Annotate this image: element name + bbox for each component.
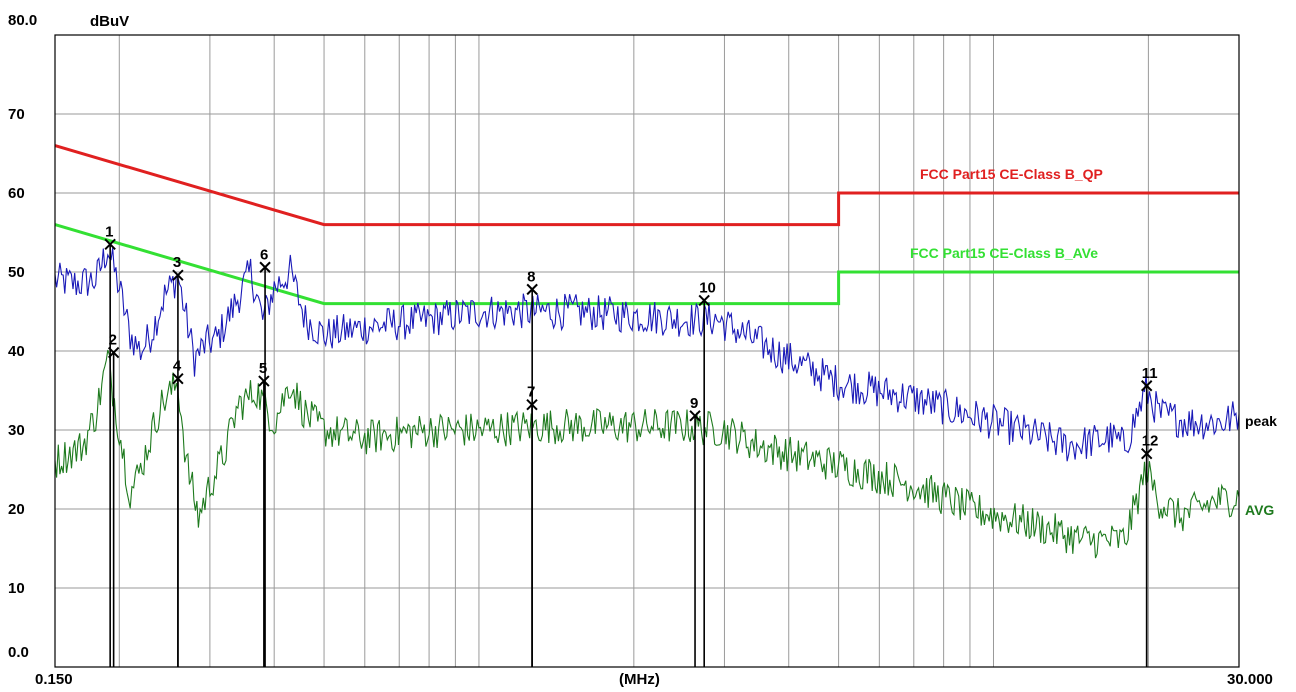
marker-label: 8	[527, 268, 535, 285]
y-tick-label: 20	[8, 501, 25, 518]
marker-x	[689, 410, 701, 422]
series-line	[54, 247, 1240, 462]
marker-x	[1141, 447, 1153, 460]
x-axis-unit: (MHz)	[619, 671, 660, 688]
y-tick-labels: 80.0 70 60 50 40 30 20 10 0.0	[8, 12, 37, 661]
marker-x	[258, 375, 270, 387]
marker-label: 1	[105, 223, 113, 240]
grid	[55, 35, 1239, 667]
y-tick-label: 70	[8, 106, 25, 123]
marker-x	[698, 294, 710, 307]
y-tick-label: 60	[8, 185, 25, 202]
limit-label-qp: FCC Part15 CE-Class B_QP	[920, 166, 1103, 182]
y-tick-label: 0.0	[8, 644, 29, 661]
series-label-peak: peak	[1245, 413, 1277, 429]
x-tick-max: 30.000	[1227, 671, 1273, 688]
marker-label: 11	[1142, 365, 1158, 382]
series-lines	[54, 247, 1240, 559]
y-tick-label: 10	[8, 580, 25, 597]
x-tick-min: 0.150	[35, 671, 73, 688]
marker-label: 5	[259, 360, 267, 377]
marker-x	[259, 261, 271, 273]
limit-line	[54, 144, 1239, 227]
series-line	[54, 349, 1240, 559]
marker-x	[1141, 380, 1153, 392]
marker-x	[526, 283, 538, 296]
marker-label: 10	[699, 279, 716, 296]
marker-x	[104, 238, 116, 251]
marker-label: 4	[173, 358, 182, 375]
marker-label: 12	[1142, 433, 1159, 450]
marker-x	[107, 346, 120, 359]
marker-label: 6	[260, 246, 268, 263]
marker-label: 9	[690, 395, 698, 412]
limit-lines	[54, 144, 1239, 306]
limit-label-avg: FCC Part15 CE-Class B_AVe	[910, 245, 1098, 261]
marker-label: 7	[527, 384, 535, 401]
y-tick-label: 40	[8, 343, 25, 360]
y-tick-label: 50	[8, 264, 25, 281]
plot-frame	[54, 34, 1240, 668]
limit-line	[54, 223, 1239, 306]
marker-x	[172, 269, 184, 281]
marker-label: 3	[173, 254, 181, 271]
y-unit-label: dBuV	[90, 13, 129, 30]
y-tick-label: 30	[8, 422, 25, 439]
series-label-avg: AVG	[1245, 502, 1274, 518]
marker-label: 2	[109, 332, 117, 349]
marker-x	[172, 372, 184, 385]
y-tick-label: 80.0	[8, 12, 37, 29]
